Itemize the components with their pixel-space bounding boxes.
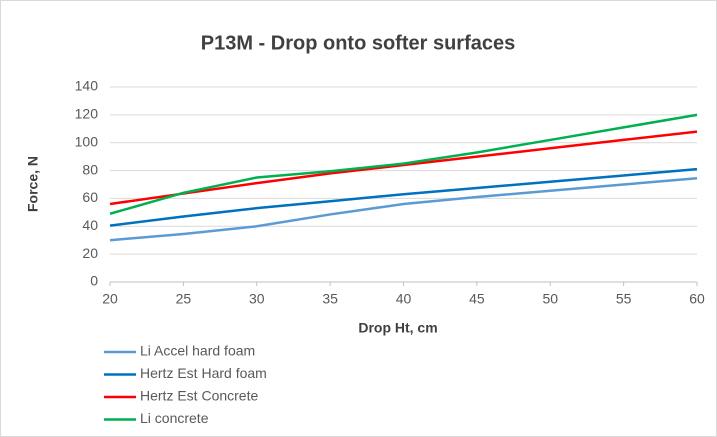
y-tick-label: 60 <box>82 189 98 205</box>
y-tick-label: 120 <box>75 106 99 122</box>
series-line <box>109 176 698 242</box>
y-tick-label: 0 <box>90 273 98 289</box>
legend-label: Li concrete <box>140 410 209 426</box>
x-tick-label: 45 <box>469 291 485 307</box>
series-line <box>109 130 698 206</box>
x-axis-title: Drop Ht, cm <box>358 320 437 336</box>
x-tick-label: 20 <box>102 291 118 307</box>
x-tick-label: 50 <box>542 291 558 307</box>
x-tick-label: 40 <box>396 291 412 307</box>
x-tick-label: 35 <box>322 291 338 307</box>
y-tick-label: 80 <box>82 161 98 177</box>
series-line <box>109 113 698 215</box>
x-tick-label: 60 <box>689 291 705 307</box>
legend-label: Hertz Est Hard foam <box>140 365 267 381</box>
x-tick-label: 55 <box>616 291 632 307</box>
y-tick-label: 100 <box>75 133 99 149</box>
y-tick-label: 140 <box>75 78 99 94</box>
x-tick-label: 25 <box>176 291 192 307</box>
y-tick-label: 40 <box>82 217 98 233</box>
series-line <box>109 167 698 227</box>
x-tick-label: 30 <box>249 291 265 307</box>
legend-label: Li Accel hard foam <box>140 343 255 359</box>
y-axis-title: Force, N <box>25 156 41 212</box>
legend-label: Hertz Est Concrete <box>140 388 258 404</box>
y-tick-label: 20 <box>82 245 98 261</box>
chart-title: P13M - Drop onto softer surfaces <box>201 32 516 54</box>
